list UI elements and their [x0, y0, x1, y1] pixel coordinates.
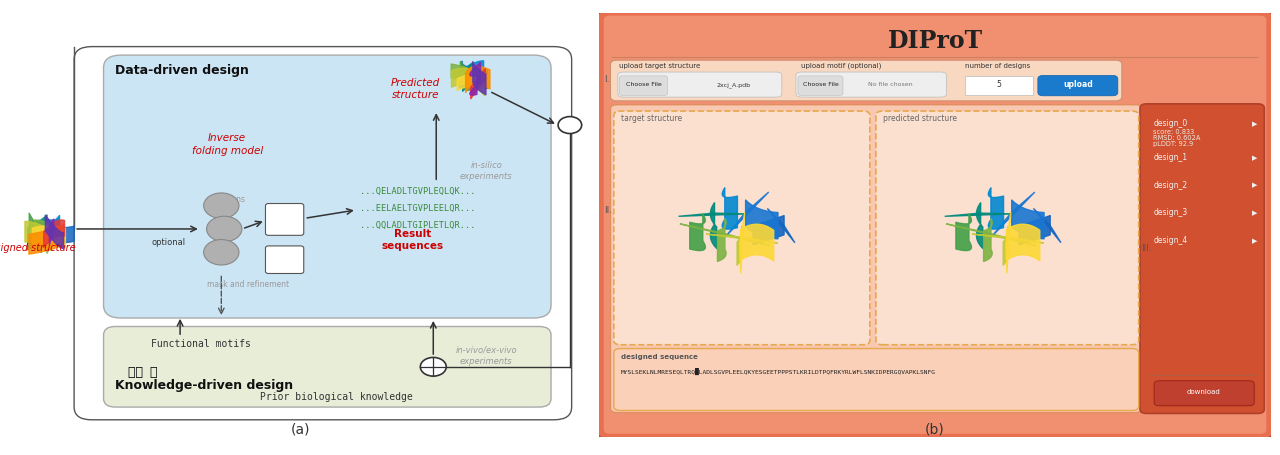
Text: ...EELAELTGVPLEELQR...: ...EELAELTGVPLEELQR... — [360, 203, 475, 212]
FancyBboxPatch shape — [614, 349, 1139, 410]
FancyBboxPatch shape — [620, 77, 668, 96]
Text: (a): (a) — [291, 422, 311, 435]
FancyBboxPatch shape — [104, 327, 552, 407]
Polygon shape — [992, 192, 1034, 238]
Polygon shape — [707, 234, 778, 243]
Text: ▶: ▶ — [1252, 182, 1258, 188]
Text: ...QELADLTGVPLEQLQK...: ...QELADLTGVPLEQLQK... — [360, 187, 475, 196]
Text: Result
sequences: Result sequences — [381, 228, 444, 251]
Text: III.: III. — [1142, 243, 1152, 253]
Text: Prior biological knowledge: Prior biological knowledge — [260, 391, 412, 401]
Text: Choose File: Choose File — [803, 82, 838, 87]
Text: RMSD: 0.602A: RMSD: 0.602A — [1153, 135, 1201, 141]
FancyBboxPatch shape — [796, 73, 946, 98]
Polygon shape — [678, 213, 746, 217]
FancyBboxPatch shape — [595, 11, 1275, 439]
FancyBboxPatch shape — [265, 246, 303, 274]
Text: Functional motifs: Functional motifs — [151, 338, 251, 348]
FancyBboxPatch shape — [604, 17, 1266, 434]
Text: design_2: design_2 — [1153, 180, 1188, 189]
Text: pLDDT: 92.9: pLDDT: 92.9 — [1153, 141, 1194, 147]
Text: download: download — [1187, 388, 1221, 394]
FancyBboxPatch shape — [876, 112, 1139, 345]
FancyBboxPatch shape — [797, 77, 844, 96]
Polygon shape — [767, 209, 795, 243]
Text: ▶: ▶ — [1252, 210, 1258, 216]
Circle shape — [558, 117, 581, 134]
Text: prot: prot — [278, 224, 291, 229]
Polygon shape — [972, 234, 1043, 243]
Polygon shape — [740, 212, 745, 273]
Text: upload: upload — [1064, 80, 1093, 88]
Text: 2xcj_A.pdb: 2xcj_A.pdb — [717, 82, 751, 88]
Polygon shape — [946, 224, 1037, 246]
Circle shape — [206, 217, 242, 242]
Text: ▶: ▶ — [1252, 121, 1258, 127]
Text: DIProT: DIProT — [887, 29, 983, 53]
Text: ...QQLADLTGIPLETLQR...: ...QQLADLTGIPLETLQR... — [360, 220, 475, 229]
FancyBboxPatch shape — [265, 204, 303, 236]
Text: Predicted
structure: Predicted structure — [390, 78, 440, 100]
Text: predicted structure: predicted structure — [883, 113, 956, 122]
Text: ▶: ▶ — [1252, 155, 1258, 161]
Text: number of designs: number of designs — [965, 62, 1030, 68]
Polygon shape — [680, 224, 771, 246]
Text: target structure: target structure — [621, 113, 682, 122]
Polygon shape — [1033, 209, 1061, 243]
Polygon shape — [945, 213, 1012, 217]
Text: design_1: design_1 — [1153, 152, 1188, 162]
Polygon shape — [1006, 212, 1011, 273]
FancyBboxPatch shape — [1038, 76, 1117, 96]
Text: MYSLSEKLNLMRESEQLTRQ█LADLSGVPLEELQKYESGEETPPPSTLKRILDTPQFRKYRLWFLSNKIDPERGQVAPKL: MYSLSEKLNLMRESEQLTRQ█LADLSGVPLEELQKYESGE… — [621, 367, 936, 374]
Text: in-silico
experiments: in-silico experiments — [460, 161, 512, 181]
Text: designed sequence: designed sequence — [621, 354, 698, 359]
Text: design_4: design_4 — [1153, 235, 1188, 244]
Text: Data-driven design: Data-driven design — [115, 64, 250, 77]
FancyBboxPatch shape — [1140, 105, 1265, 414]
Text: optional: optional — [151, 237, 186, 246]
FancyBboxPatch shape — [1155, 381, 1254, 406]
FancyBboxPatch shape — [965, 77, 1033, 96]
Text: (b): (b) — [925, 422, 945, 435]
Text: L̲p: L̲p — [276, 209, 293, 222]
Text: design_3: design_3 — [1153, 207, 1188, 217]
Text: design_0: design_0 — [1153, 119, 1188, 128]
Text: 🔬: 🔬 — [150, 365, 157, 378]
Text: score: 0.833: score: 0.833 — [1153, 128, 1194, 134]
Text: Designed structure: Designed structure — [0, 243, 76, 253]
FancyBboxPatch shape — [104, 56, 552, 318]
Text: upload target structure: upload target structure — [620, 62, 700, 68]
Polygon shape — [726, 192, 769, 238]
FancyBboxPatch shape — [614, 112, 870, 345]
Circle shape — [420, 358, 447, 376]
FancyBboxPatch shape — [611, 106, 1142, 413]
Text: upload motif (optional): upload motif (optional) — [801, 62, 881, 69]
Text: Choose File: Choose File — [626, 82, 662, 87]
Text: No file chosen: No file chosen — [868, 82, 913, 87]
Text: neurons: neurons — [215, 195, 246, 204]
Text: II.: II. — [604, 206, 613, 214]
Text: 5: 5 — [996, 80, 1001, 88]
Text: Inverse
folding model: Inverse folding model — [192, 133, 262, 155]
Text: Knowledge-driven design: Knowledge-driven design — [115, 378, 293, 391]
Text: in-vivo/ex-vivo
experiments: in-vivo/ex-vivo experiments — [456, 345, 517, 365]
Text: 🔬: 🔬 — [282, 254, 288, 264]
Circle shape — [204, 193, 239, 219]
Text: mask and refinement: mask and refinement — [207, 279, 289, 288]
Circle shape — [204, 240, 239, 265]
Text: ESM: ESM — [276, 266, 292, 271]
FancyBboxPatch shape — [611, 61, 1121, 101]
Text: I.: I. — [604, 75, 609, 84]
Text: 👩‍🔬: 👩‍🔬 — [128, 365, 143, 378]
Text: ▶: ▶ — [1252, 237, 1258, 243]
FancyBboxPatch shape — [618, 73, 782, 98]
